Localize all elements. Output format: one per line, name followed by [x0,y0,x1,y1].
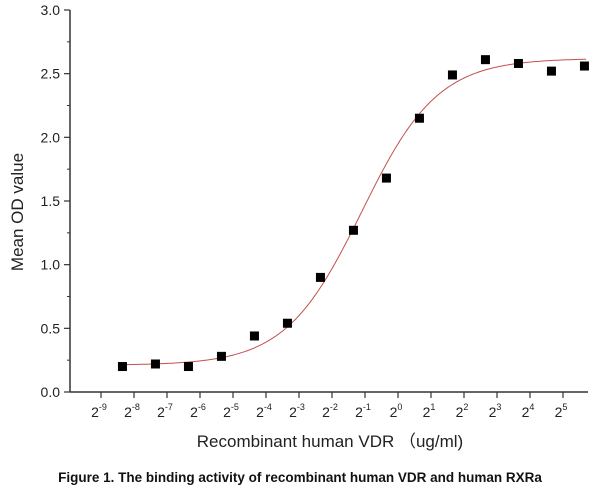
x-tick-label: 2-3 [289,402,305,420]
x-tick-label: 2-6 [190,402,206,420]
x-tick-label: 22 [456,402,469,420]
x-tick-label: 2-2 [322,402,338,420]
data-point [579,61,589,71]
figure-caption: Figure 1. The binding activity of recomb… [58,470,542,485]
data-point [480,55,490,65]
x-tick-label: 2-5 [223,402,239,420]
data-point [447,70,457,80]
y-tick-label: 0.5 [41,320,61,336]
x-tick-label: 2-4 [256,402,272,420]
x-tick-label: 20 [390,402,403,420]
data-point [117,362,127,372]
data-point [150,359,160,369]
data-point [348,225,358,235]
x-axis-label: Recombinant human VDR （ug/ml) [197,432,463,451]
y-tick-label: 3.0 [41,2,61,18]
x-tick-label: 2-8 [124,402,140,420]
data-point [282,318,292,328]
data-point [513,58,523,68]
data-point [183,362,193,372]
x-tick-label: 24 [522,402,535,420]
data-point [249,331,259,341]
y-tick-label: 1.0 [41,257,61,273]
data-point [216,351,226,361]
data-point [414,113,424,123]
y-axis-ticks: 0.0 0.5 1.0 1.5 2.0 2.5 3.0 [41,2,70,400]
y-tick-label: 2.0 [41,129,61,145]
chart: 0.0 0.5 1.0 1.5 2.0 2.5 3.0 2-9 2-8 2-7 2-6 2-5 2-4… [8,2,589,451]
data-point [315,272,325,282]
axes [69,10,588,393]
y-tick-label: 0.0 [41,384,61,400]
data-point [381,173,391,183]
y-axis-label: Mean OD value [8,153,27,271]
data-points [117,55,589,372]
y-tick-label: 2.5 [41,66,61,82]
data-point [546,66,556,76]
y-tick-label: 1.5 [41,193,61,209]
x-tick-label: 2-7 [157,402,173,420]
x-tick-label: 23 [489,402,502,420]
x-axis-ticks: 2-9 2-8 2-7 2-6 2-5 2-4 2-3 2-2 2-1 20 21 22 23 24 25 [91,392,567,420]
x-tick-label: 25 [555,402,568,420]
fit-curve [122,58,587,366]
x-tick-label: 2-9 [91,402,107,420]
x-tick-label: 21 [423,402,436,420]
x-tick-label: 2-1 [355,402,371,420]
